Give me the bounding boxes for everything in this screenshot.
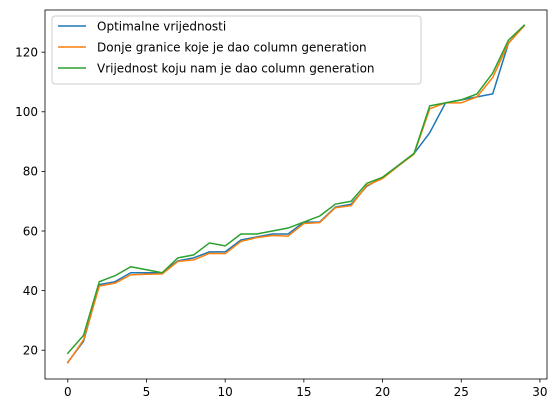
x-tick-label: 30 — [532, 385, 547, 399]
legend-box — [51, 15, 422, 85]
y-tick-label: 100 — [15, 105, 38, 119]
y-tick-label: 20 — [23, 344, 38, 358]
y-tick-label: 60 — [23, 224, 38, 238]
series-line-3 — [66, 24, 526, 355]
legend-label-1: Optimalne vrijednosti — [97, 19, 226, 33]
y-tick-label: 120 — [15, 45, 38, 59]
x-tick-label: 15 — [296, 385, 311, 399]
legend-label-2: Donje granice koje je dao column generat… — [97, 40, 367, 54]
y-tick-label: 40 — [23, 284, 38, 298]
y-tick-label: 80 — [23, 165, 38, 179]
x-tick-label: 5 — [143, 385, 151, 399]
legend-label-3: Vrijednost koju nam je dao column genera… — [97, 61, 375, 75]
x-tick-label: 10 — [218, 385, 233, 399]
series-layer — [66, 24, 526, 364]
x-tick-label: 20 — [375, 385, 390, 399]
y-axis: 20 40 60 80 100 120 — [15, 45, 45, 358]
x-axis: 0 5 10 15 20 25 30 — [64, 379, 548, 399]
legend: Optimalne vrijednosti Donje granice koje … — [51, 15, 422, 85]
x-tick-label: 25 — [454, 385, 469, 399]
plot-frame — [44, 9, 548, 380]
x-tick-label: 0 — [64, 385, 72, 399]
